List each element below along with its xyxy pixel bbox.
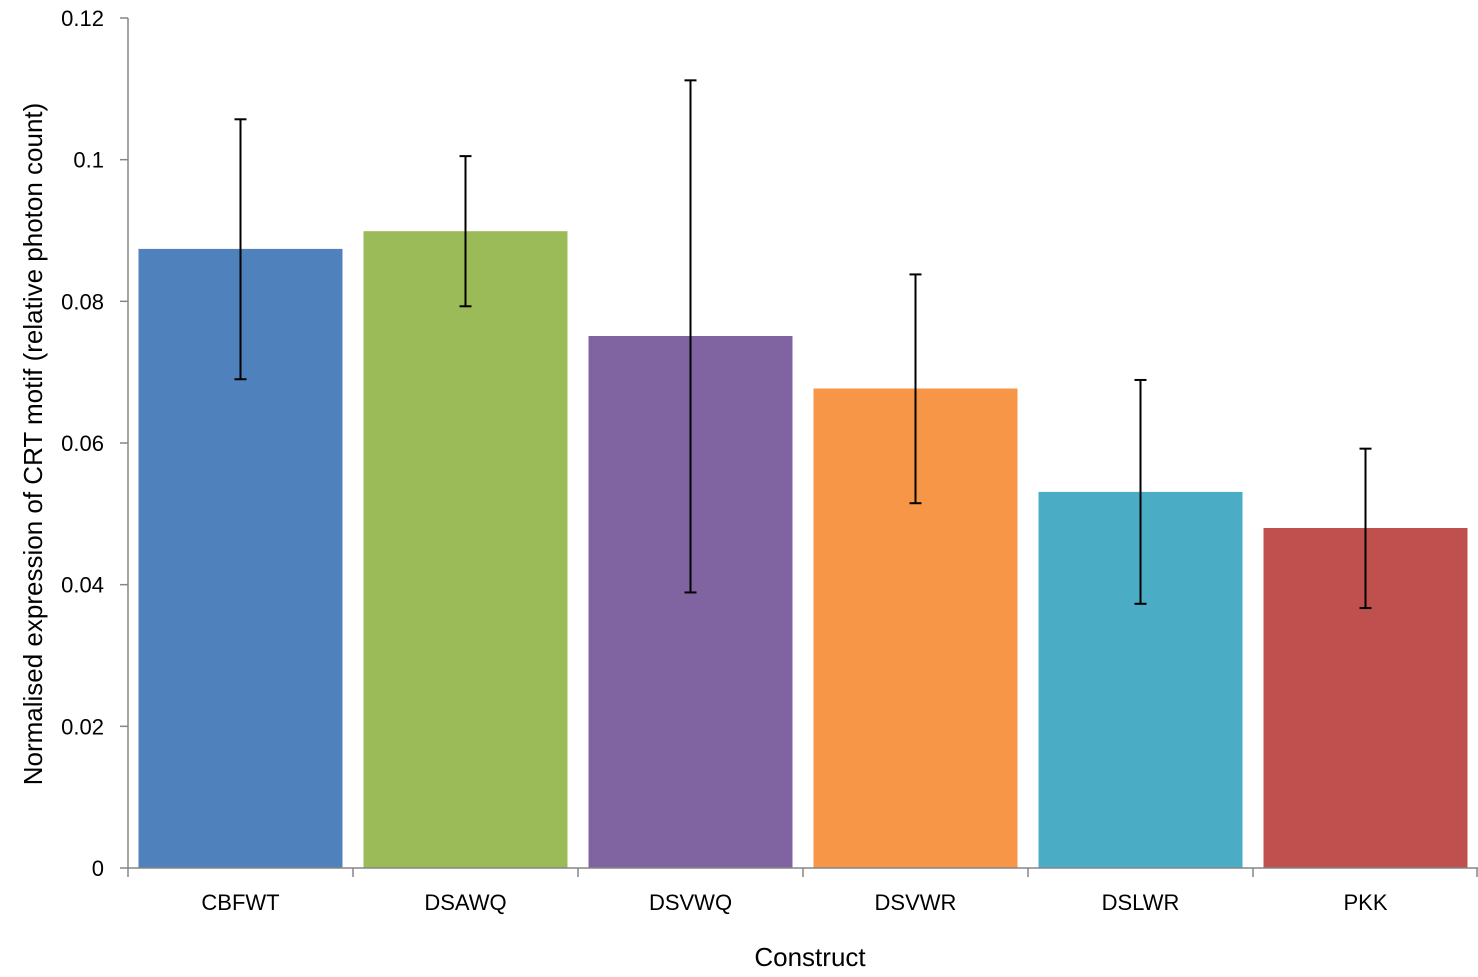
error-bar-pkk (1359, 447, 1372, 610)
bar-dsawq (363, 231, 568, 868)
tick-labels-group: CBFWT DSAWQ DSVWQ DSVWR DSLWR PKK 0 0.02 0.04 0.0… (61, 6, 1388, 915)
x-tick-label-cbfwt: CBFWT (201, 890, 279, 915)
error-bar-cbfwt (234, 118, 247, 381)
axes-group (120, 17, 1478, 877)
x-tick-label-dsvwq: DSVWQ (649, 890, 732, 915)
y-tick-label: 0.08 (61, 289, 104, 314)
x-tick-label-dslwr: DSLWR (1102, 890, 1180, 915)
error-bar-dsvwq (684, 79, 697, 594)
x-tick-label-dsawq: DSAWQ (424, 890, 506, 915)
error-bar-dsvwr (909, 273, 922, 505)
y-tick-label: 0.12 (61, 6, 104, 31)
y-tick-label: 0.02 (61, 714, 104, 739)
y-tick-label: 0.04 (61, 573, 104, 598)
error-bars-group (234, 79, 1372, 610)
error-bar-dsawq (459, 155, 472, 308)
y-tick-label: 0.1 (73, 148, 104, 173)
y-tick-label: 0.06 (61, 431, 104, 456)
bars-group (138, 231, 1468, 868)
y-axis-title: Normalised expression of CRT motif (rela… (18, 103, 48, 786)
y-tick-label: 0 (92, 856, 104, 881)
error-bar-dslwr (1134, 378, 1147, 605)
x-axis-title: Construct (754, 942, 866, 972)
x-tick-label-pkk: PKK (1343, 890, 1387, 915)
x-tick-label-dsvwr: DSVWR (875, 890, 957, 915)
